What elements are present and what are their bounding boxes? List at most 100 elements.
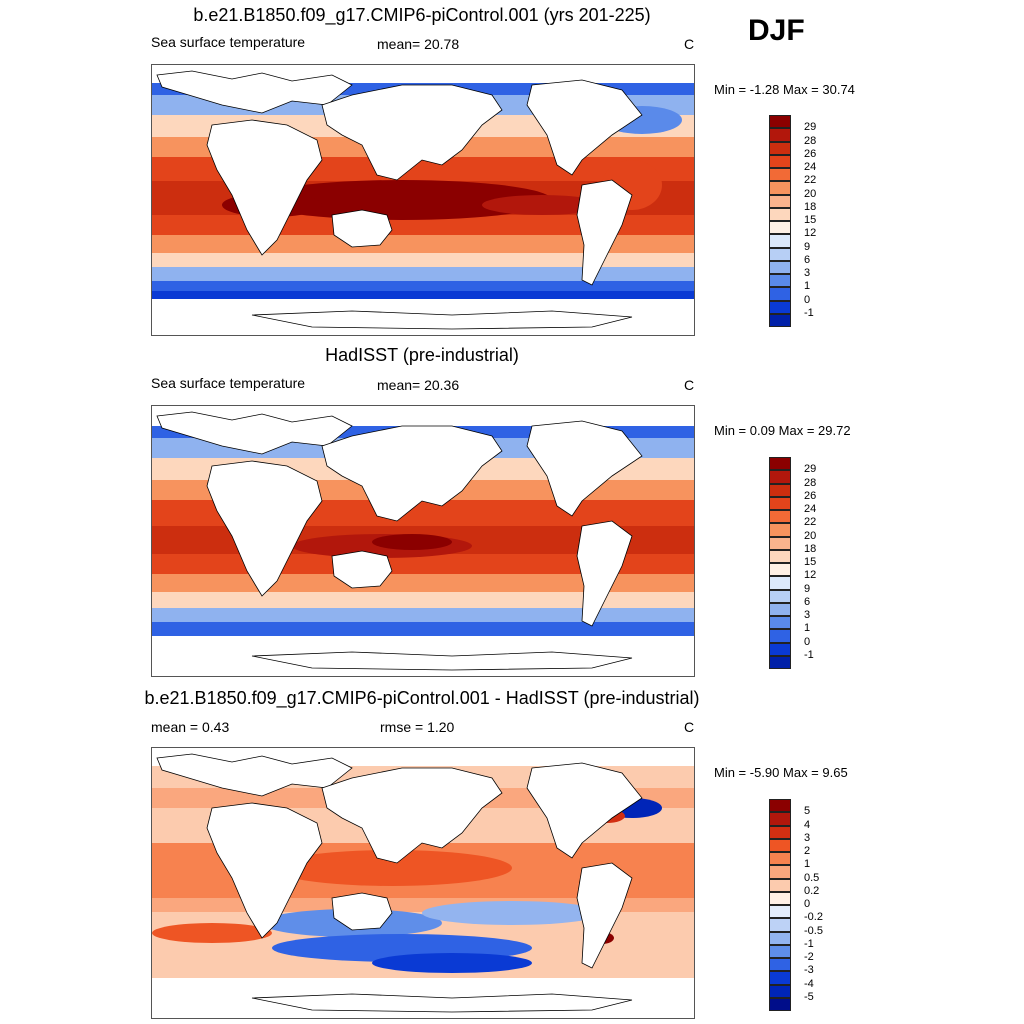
colorbar-label: 6 bbox=[804, 595, 811, 608]
diff-colorbar bbox=[769, 799, 791, 1011]
colorbar-swatch bbox=[769, 300, 791, 314]
model-sst-field bbox=[152, 65, 694, 335]
colorbar-label: 12 bbox=[804, 227, 817, 240]
obs-sst-map bbox=[151, 405, 695, 677]
colorbar-swatch bbox=[769, 918, 791, 932]
colorbar-label: 9 bbox=[804, 240, 811, 253]
colorbar-label: 26 bbox=[804, 489, 817, 502]
colorbar-label: 9 bbox=[804, 582, 811, 595]
colorbar-label: -1 bbox=[804, 306, 814, 319]
colorbar-swatch bbox=[769, 168, 791, 182]
colorbar-swatch bbox=[769, 812, 791, 826]
colorbar-swatch bbox=[769, 313, 791, 327]
panel-model-variable: Sea surface temperature bbox=[151, 34, 306, 50]
colorbar-swatch bbox=[769, 287, 791, 301]
colorbar-label: 29 bbox=[804, 463, 817, 476]
colorbar-swatch bbox=[769, 194, 791, 208]
colorbar-swatch bbox=[769, 905, 791, 919]
panel-diff-unit: C bbox=[684, 719, 695, 735]
colorbar-label: 3 bbox=[804, 267, 811, 279]
colorbar-swatch bbox=[769, 931, 791, 945]
colorbar-label: 1 bbox=[804, 622, 811, 635]
season-label: DJF bbox=[748, 14, 805, 47]
diff-sst-field bbox=[152, 748, 694, 1018]
panel-obs-minmax: Min = 0.09 Max = 29.72 bbox=[714, 423, 851, 438]
colorbar-label: 1 bbox=[804, 280, 811, 293]
colorbar-swatch bbox=[769, 971, 791, 985]
panel-model-mean: mean= 20.78 bbox=[377, 36, 460, 52]
colorbar-swatch bbox=[769, 602, 791, 616]
diff-sst-map bbox=[151, 747, 695, 1019]
colorbar-label: 29 bbox=[804, 121, 817, 134]
colorbar-label: -2 bbox=[804, 951, 814, 963]
colorbar-swatch bbox=[769, 799, 791, 813]
colorbar-swatch bbox=[769, 984, 791, 998]
colorbar-swatch bbox=[769, 825, 791, 839]
colorbar-label: 28 bbox=[804, 134, 817, 147]
colorbar-swatch bbox=[769, 616, 791, 630]
colorbar-swatch bbox=[769, 629, 791, 643]
panel-diff-minmax: Min = -5.90 Max = 9.65 bbox=[714, 765, 848, 780]
colorbar-swatch bbox=[769, 510, 791, 524]
colorbar-swatch bbox=[769, 589, 791, 603]
colorbar-label: 24 bbox=[804, 503, 817, 515]
colorbar-label: 22 bbox=[804, 174, 817, 187]
colorbar-swatch bbox=[769, 642, 791, 656]
panel-obs-unit: C bbox=[684, 377, 695, 393]
colorbar-swatch bbox=[769, 536, 791, 550]
model-colorbar bbox=[769, 115, 791, 327]
colorbar-label: 24 bbox=[804, 161, 817, 173]
colorbar-label: 26 bbox=[804, 147, 817, 160]
colorbar-swatch bbox=[769, 483, 791, 497]
colorbar-label: 2 bbox=[804, 845, 811, 857]
colorbar-label: 15 bbox=[804, 214, 817, 226]
colorbar-label: 6 bbox=[804, 253, 811, 266]
panel-model-title: b.e21.B1850.f09_g17.CMIP6-piControl.001 … bbox=[193, 5, 651, 25]
panel-diff-mean: mean = 0.43 bbox=[151, 719, 230, 735]
colorbar-label: 0.5 bbox=[804, 871, 820, 884]
colorbar-label: 12 bbox=[804, 569, 817, 582]
colorbar-label: 3 bbox=[804, 831, 811, 844]
colorbar-label: 18 bbox=[804, 200, 817, 213]
colorbar-swatch bbox=[769, 207, 791, 221]
colorbar-swatch bbox=[769, 523, 791, 537]
colorbar-swatch bbox=[769, 234, 791, 248]
colorbar-swatch bbox=[769, 997, 791, 1011]
colorbar-label: -4 bbox=[804, 977, 814, 990]
colorbar-swatch bbox=[769, 563, 791, 577]
model-sst-map bbox=[151, 64, 695, 336]
colorbar-label: 0 bbox=[804, 293, 811, 306]
colorbar-swatch bbox=[769, 457, 791, 471]
colorbar-label: -5 bbox=[804, 990, 814, 1003]
colorbar-swatch bbox=[769, 274, 791, 288]
colorbar-label: 28 bbox=[804, 476, 817, 489]
panel-obs-variable: Sea surface temperature bbox=[151, 375, 306, 391]
colorbar-swatch bbox=[769, 576, 791, 590]
colorbar-label: 20 bbox=[804, 187, 817, 200]
colorbar-swatch bbox=[769, 247, 791, 261]
colorbar-swatch bbox=[769, 852, 791, 866]
colorbar-label: 20 bbox=[804, 529, 817, 542]
colorbar-label: 0.2 bbox=[804, 884, 820, 897]
obs-colorbar bbox=[769, 457, 791, 669]
colorbar-swatch bbox=[769, 470, 791, 484]
colorbar-swatch bbox=[769, 115, 791, 129]
colorbar-label: 1 bbox=[804, 858, 811, 871]
obs-sst-field bbox=[152, 406, 694, 676]
colorbar-swatch bbox=[769, 181, 791, 195]
colorbar-label: 0 bbox=[804, 898, 811, 910]
colorbar-label: -0.5 bbox=[804, 924, 823, 937]
colorbar-label: -1 bbox=[804, 648, 814, 661]
colorbar-swatch bbox=[769, 549, 791, 563]
colorbar-label: -0.2 bbox=[804, 911, 823, 924]
colorbar-label: 22 bbox=[804, 516, 817, 529]
colorbar-swatch bbox=[769, 154, 791, 168]
colorbar-swatch bbox=[769, 496, 791, 510]
panel-diff-rmse: rmse = 1.20 bbox=[380, 719, 455, 735]
colorbar-label: 4 bbox=[804, 818, 811, 831]
colorbar-swatch bbox=[769, 865, 791, 879]
colorbar-swatch bbox=[769, 891, 791, 905]
panel-obs-mean: mean= 20.36 bbox=[377, 377, 460, 393]
colorbar-swatch bbox=[769, 128, 791, 142]
panel-obs-title: HadISST (pre-industrial) bbox=[325, 345, 519, 365]
